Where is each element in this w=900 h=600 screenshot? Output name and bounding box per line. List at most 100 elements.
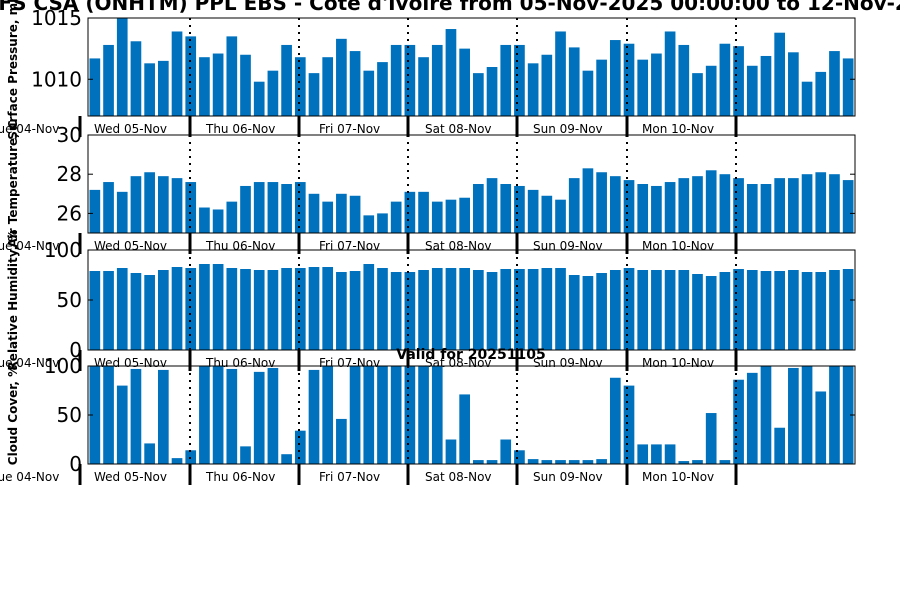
- bar: [445, 268, 457, 350]
- bar: [116, 268, 128, 350]
- bar: [609, 377, 621, 464]
- bar: [116, 191, 128, 233]
- bar: [199, 207, 210, 233]
- x-tick-label: Fri 07-Nov: [319, 122, 380, 136]
- bar: [678, 461, 690, 464]
- bar: [746, 65, 758, 116]
- bar: [459, 394, 470, 464]
- bar: [774, 32, 786, 117]
- bar: [609, 176, 621, 233]
- bar: [801, 81, 813, 116]
- y-tick-label: 1015: [31, 6, 82, 30]
- bar: [705, 65, 717, 116]
- bar: [514, 185, 525, 233]
- x-tick-label: Sun 09-Nov: [533, 470, 603, 484]
- bar: [555, 460, 566, 464]
- bar: [459, 48, 470, 116]
- plot-frame: [87, 134, 856, 234]
- x-tick-label: Tue 04-Nov: [0, 122, 59, 136]
- bar: [281, 268, 292, 350]
- bar: [760, 366, 772, 464]
- bar: [103, 271, 114, 350]
- bar: [363, 366, 375, 464]
- bar: [486, 272, 498, 350]
- y-tick-label: 28: [57, 162, 82, 186]
- y-tick-label: 100: [44, 238, 82, 262]
- bar: [555, 199, 566, 233]
- bar: [418, 366, 429, 464]
- bar: [89, 58, 101, 116]
- bar: [308, 193, 320, 233]
- bar: [774, 178, 786, 233]
- bar: [308, 267, 320, 350]
- bar: [226, 268, 238, 350]
- bar: [185, 182, 197, 233]
- bar: [171, 267, 183, 350]
- bar: [473, 73, 484, 116]
- x-tick-label: Tue 04-Nov: [0, 356, 59, 370]
- bar: [212, 366, 224, 464]
- bar: [349, 271, 361, 350]
- x-tick-label: Thu 06-Nov: [205, 470, 275, 484]
- bar: [294, 268, 306, 350]
- bar: [103, 366, 114, 464]
- x-tick-label: Tue 04-Nov: [0, 470, 59, 484]
- bar: [473, 460, 484, 464]
- bar: [294, 182, 306, 233]
- bar: [692, 176, 703, 233]
- bar: [418, 191, 429, 233]
- bar: [130, 41, 142, 116]
- bar: [788, 178, 799, 233]
- x-tick-label: Wed 05-Nov: [94, 122, 167, 136]
- bar: [596, 172, 607, 233]
- bar: [240, 185, 251, 233]
- bar: [322, 57, 334, 116]
- x-tick-label: Wed 05-Nov: [94, 239, 167, 253]
- bar: [363, 70, 375, 116]
- bar: [623, 385, 635, 464]
- bar: [801, 272, 813, 350]
- x-tick-label: Mon 10-Nov: [642, 122, 714, 136]
- bar: [377, 213, 388, 233]
- bar: [445, 439, 457, 464]
- bar: [582, 168, 594, 233]
- y-axis-label: Cloud Cover, %: [6, 365, 20, 465]
- y-tick-label: 26: [57, 201, 82, 225]
- bar: [185, 268, 197, 350]
- bar: [746, 270, 758, 350]
- bar: [431, 268, 443, 350]
- bar: [486, 460, 498, 464]
- y-axis-label: Air Temperature, C: [6, 120, 20, 248]
- bar: [240, 269, 251, 350]
- bar: [281, 454, 292, 464]
- bar: [459, 197, 470, 233]
- panel-1: 1010 1015 Tue 04-Nov Wed 05-Nov Thu 06-Nov Fr…: [0, 0, 856, 140]
- x-tick-label: Mon 10-Nov: [642, 239, 714, 253]
- bar: [157, 176, 169, 233]
- bar: [541, 460, 553, 464]
- y-tick-label: 50: [57, 403, 82, 427]
- bar: [377, 62, 388, 116]
- bar: [103, 182, 114, 233]
- bar: [322, 201, 334, 233]
- bar: [294, 430, 306, 464]
- bar: [281, 184, 292, 233]
- bar: [514, 450, 525, 464]
- bar: [692, 460, 703, 464]
- bar: [349, 195, 361, 233]
- bar: [404, 44, 416, 117]
- bar: [568, 460, 580, 464]
- bar: [842, 269, 854, 350]
- bar: [281, 44, 292, 117]
- x-tick-label: Fri 07-Nov: [319, 239, 380, 253]
- bar: [212, 209, 224, 233]
- bar: [144, 63, 155, 116]
- bar: [322, 267, 334, 350]
- bar: [144, 275, 155, 350]
- bar: [390, 201, 402, 233]
- bar: [774, 271, 786, 350]
- x-tick-label: Tue 04-Nov: [0, 239, 59, 253]
- bar: [404, 191, 416, 233]
- bar: [637, 59, 649, 116]
